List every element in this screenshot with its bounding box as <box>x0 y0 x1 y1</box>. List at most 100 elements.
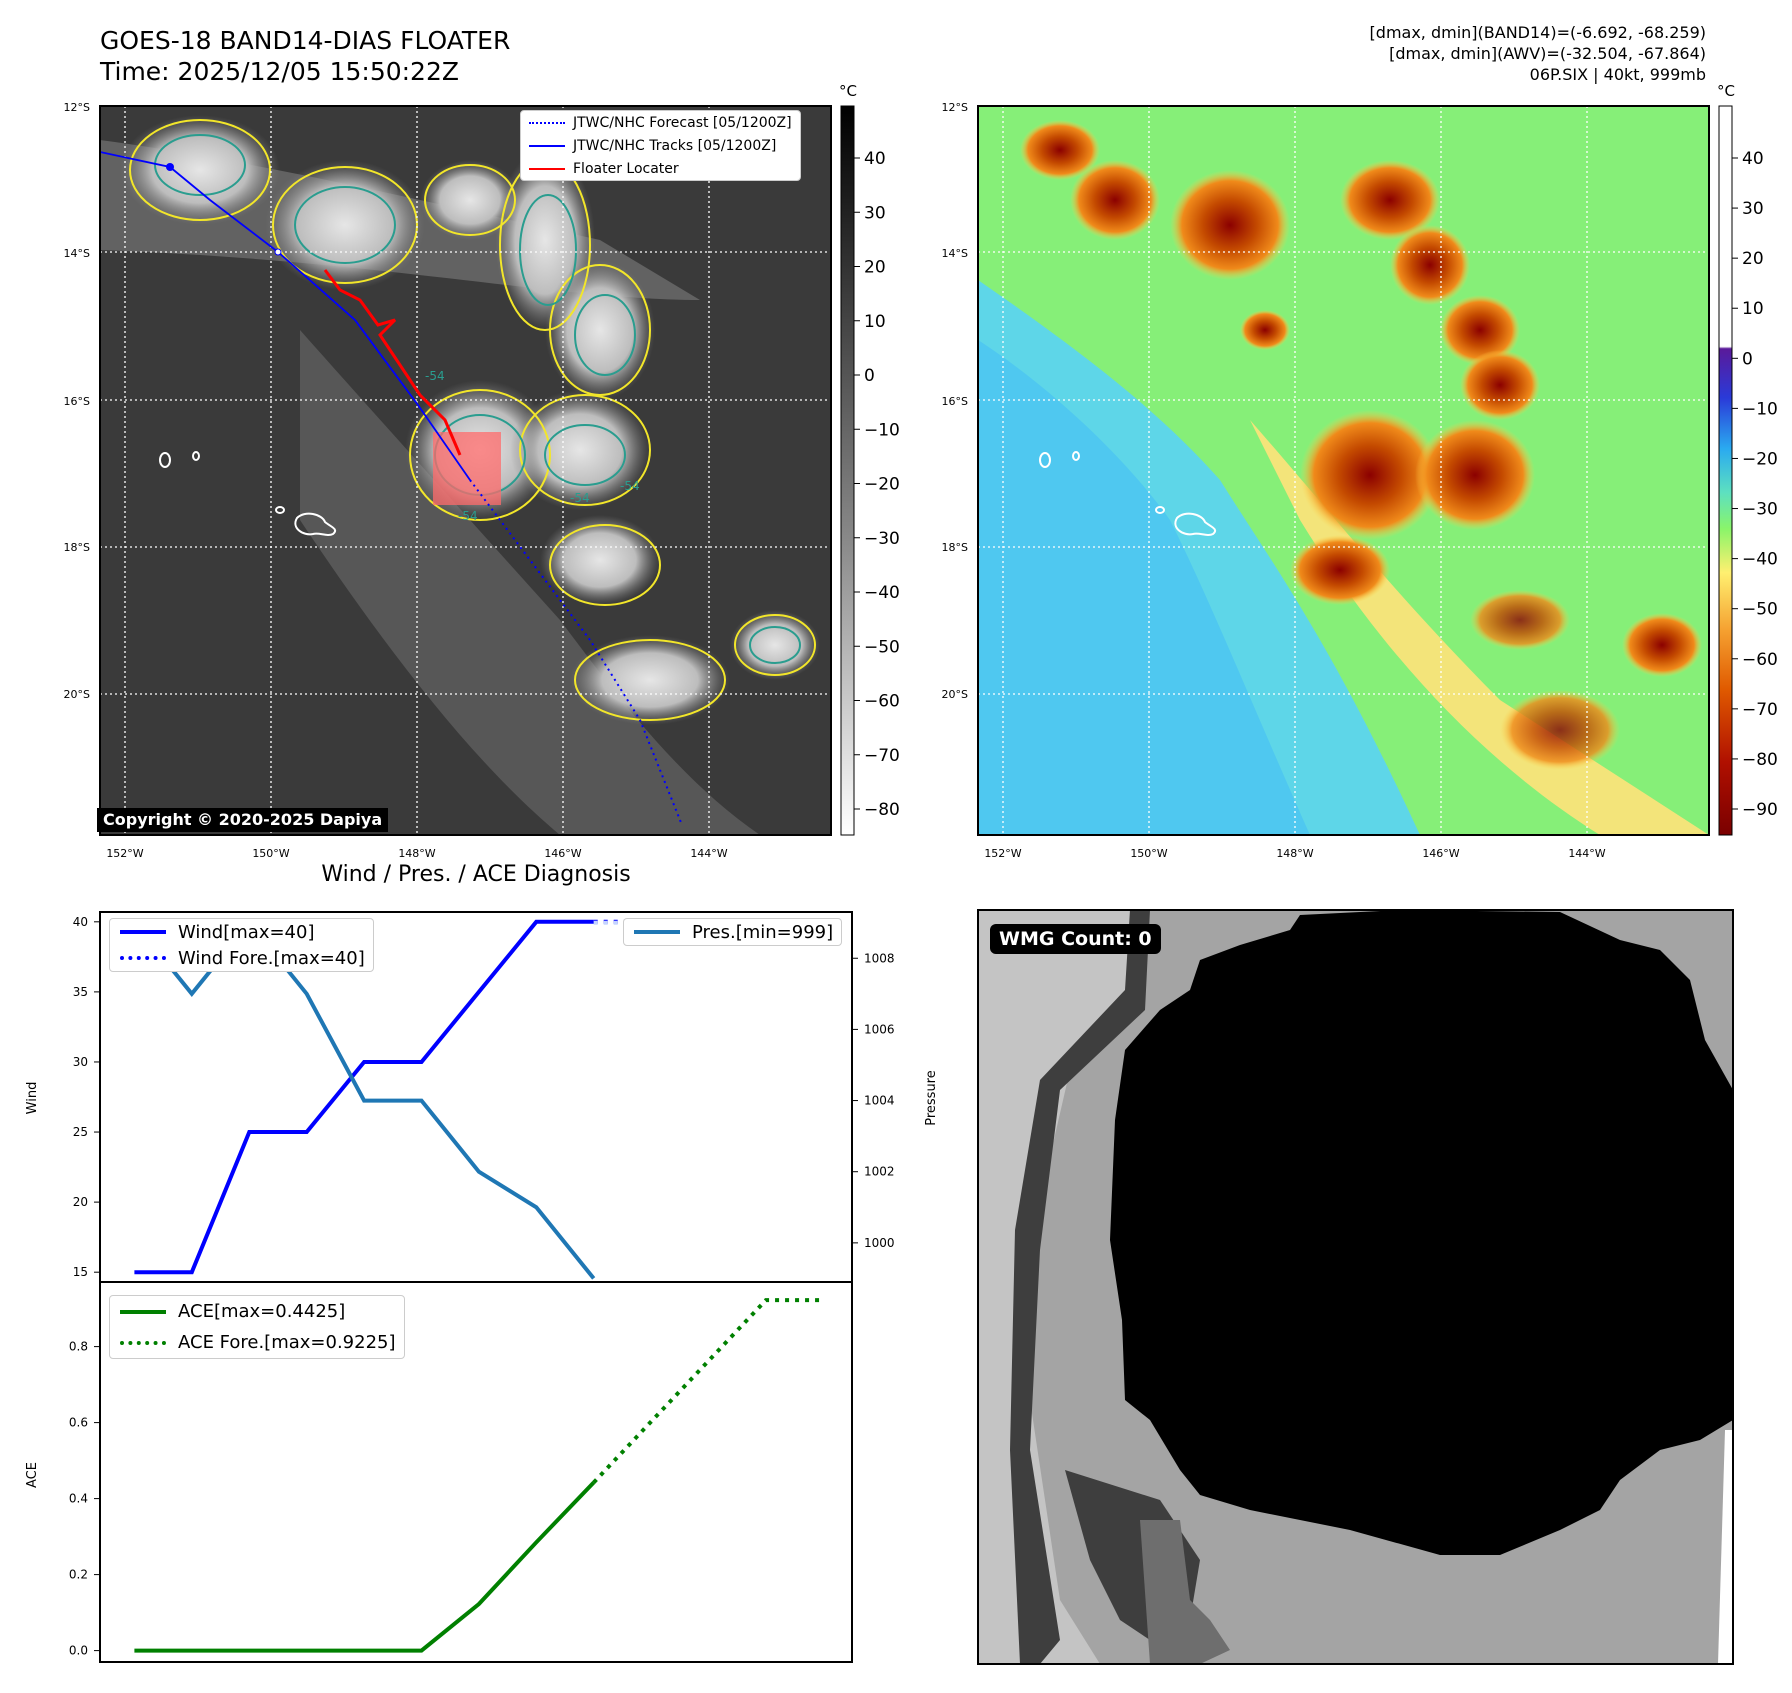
stats-block: [dmax, dmin](BAND14)=(-6.692, -68.259) [… <box>1370 22 1706 85</box>
legend-label: Pres.[min=999] <box>692 921 834 943</box>
floater-locater-line <box>323 269 462 456</box>
colorbar-tick-label: −20 <box>864 475 900 495</box>
lat-label: 12°S <box>64 101 90 114</box>
lon-label: 148°W <box>1276 847 1313 860</box>
color-colorbar <box>1718 105 1733 836</box>
wind-legend: Wind[max=40] Wind Fore.[max=40] <box>109 918 374 972</box>
color-map-frame <box>977 105 1710 836</box>
lat-label: 16°S <box>64 395 90 408</box>
color-colorbar-unit: °C <box>1717 82 1735 100</box>
series-line-ace <box>134 1481 596 1653</box>
copyright-badge: Copyright © 2020-2025 Dapiya <box>97 808 389 832</box>
legend-label: Floater Locater <box>573 160 679 177</box>
colorbar-tick-label: −50 <box>1742 600 1778 620</box>
ace-tick-label: 0.4 <box>69 1492 88 1506</box>
ace-tick-label: 0.2 <box>69 1568 88 1582</box>
lon-label: 150°W <box>1130 847 1167 860</box>
wind-tick-label: 20 <box>73 1195 88 1209</box>
colorbar-tick-label: −70 <box>1742 700 1778 720</box>
lon-label: 152°W <box>106 847 143 860</box>
pressure-axis-label: Pressure <box>924 1070 939 1126</box>
legend-swatch <box>529 144 565 147</box>
colorbar-tick-label: 20 <box>864 258 886 278</box>
colorbar-tick-label: −20 <box>1742 449 1778 469</box>
colorbar-tick-label: −30 <box>864 529 900 549</box>
legend-swatch <box>529 167 565 170</box>
legend-swatch <box>120 930 166 934</box>
lon-label: 148°W <box>398 847 435 860</box>
ace-tick-label: 0.8 <box>69 1340 88 1354</box>
color-map-gridlines <box>978 106 1709 835</box>
colorbar-tick-label: 10 <box>1742 299 1764 319</box>
legend-item-pressure: Pres.[min=999] <box>624 919 841 945</box>
legend-item-ace: ACE[max=0.4425] <box>110 1296 404 1327</box>
wind-tick-label: 40 <box>73 915 88 929</box>
pressure-tick-label: 1000 <box>864 1236 895 1250</box>
wind-tick-label: 30 <box>73 1055 88 1069</box>
figure-time: Time: 2025/12/05 15:50:22Z <box>100 57 459 86</box>
legend-swatch <box>529 121 565 124</box>
colorbar-tick-label: 30 <box>864 203 886 223</box>
colorbar-tick-label: 40 <box>864 149 886 169</box>
pressure-tick-label: 1002 <box>864 1165 895 1179</box>
legend-item-floater: Floater Locater <box>521 157 800 180</box>
track-point <box>166 163 174 171</box>
colorbar-tick-label: −70 <box>864 746 900 766</box>
colorbar-tick-label: −10 <box>1742 399 1778 419</box>
lon-label: 144°W <box>1568 847 1605 860</box>
pressure-tick-label: 1008 <box>864 951 895 965</box>
colorbar-tick-label: −40 <box>864 583 900 603</box>
contour-label: -54 <box>425 369 445 383</box>
legend-item-tracks: JTWC/NHC Tracks [05/1200Z] <box>521 134 800 157</box>
jtwc-forecast-line <box>469 479 683 826</box>
pressure-tick-label: 1006 <box>864 1022 895 1036</box>
gray-colorbar-unit: °C <box>839 82 857 100</box>
legend-swatch <box>634 930 680 934</box>
legend-item-wind-fore: Wind Fore.[max=40] <box>110 945 373 971</box>
lat-label: 18°S <box>942 541 968 554</box>
stats-awv: [dmax, dmin](AWV)=(-32.504, -67.864) <box>1389 44 1706 63</box>
gray-colorbar <box>840 105 855 836</box>
pressure-legend: Pres.[min=999] <box>623 918 843 946</box>
track-point <box>274 248 282 256</box>
ace-tick-label: 0.6 <box>69 1416 88 1430</box>
lon-label: 144°W <box>690 847 727 860</box>
legend-item-forecast: JTWC/NHC Forecast [05/1200Z] <box>521 111 800 134</box>
gray-map-imagery: -54 -54 -54 -54 <box>100 106 831 835</box>
lon-label: 150°W <box>252 847 289 860</box>
diagnosis-chart: 15 20 25 30 35 40 1000 1002 1004 1006 1008 0.0 0.2 0… <box>25 911 939 1663</box>
series-line-wind-max <box>134 919 594 1275</box>
colorbar-tick-label: −40 <box>1742 550 1778 570</box>
legend-swatch <box>120 956 166 960</box>
series-line-ace-fore <box>592 1298 824 1484</box>
colorbar-tick-label: −50 <box>864 637 900 657</box>
colorbar-tick-label: −30 <box>1742 500 1778 520</box>
gray-map-frame <box>99 105 832 836</box>
pressure-tick-label: 1004 <box>864 1094 895 1108</box>
ace-axes-frame <box>99 1281 853 1663</box>
figure-title: GOES-18 BAND14-DIAS FLOATER <box>100 26 511 55</box>
contour-label: -54 <box>570 491 590 505</box>
colorbar-tick-label: −90 <box>1742 800 1778 820</box>
legend-item-wind: Wind[max=40] <box>110 919 373 945</box>
wmg-count-badge: WMG Count: 0 <box>990 924 1161 954</box>
colorbar-tick-label: 20 <box>1742 249 1764 269</box>
ace-legend: ACE[max=0.4425] ACE Fore.[max=0.9225] <box>109 1295 405 1359</box>
legend-label: ACE[max=0.4425] <box>178 1301 346 1322</box>
colorbar-tick-label: −60 <box>864 692 900 712</box>
legend-label: ACE Fore.[max=0.9225] <box>178 1332 396 1353</box>
legend-label: Wind[max=40] <box>178 921 315 943</box>
diagnosis-title: Wind / Pres. / ACE Diagnosis <box>321 862 631 887</box>
legend-item-ace-fore: ACE Fore.[max=0.9225] <box>110 1327 404 1358</box>
lon-label: 146°W <box>544 847 581 860</box>
lon-label: 152°W <box>984 847 1021 860</box>
gray-map-gridlines <box>100 106 831 835</box>
colorbar-tick-label: −60 <box>1742 650 1778 670</box>
wind-tick-label: 25 <box>73 1125 88 1139</box>
colorbar-tick-label: −10 <box>864 420 900 440</box>
lat-label: 20°S <box>942 688 968 701</box>
ace-tick-label: 0.0 <box>69 1644 88 1658</box>
lat-label: 16°S <box>942 395 968 408</box>
color-map-imagery <box>978 106 1709 835</box>
legend-label: JTWC/NHC Tracks [05/1200Z] <box>573 137 777 154</box>
